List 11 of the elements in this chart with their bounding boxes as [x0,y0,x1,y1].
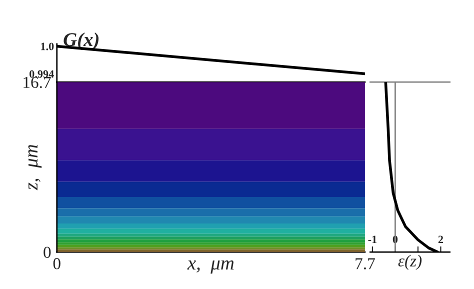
x-tick-label: -1 [368,236,377,244]
y-tick-label: 0 [44,246,51,258]
x-tick-label: 7.7 [356,258,375,270]
x-axis-title: ε(z) [398,254,422,270]
y-axis-title: G(x) [64,32,99,50]
y-tick-label: 1.0 [41,42,54,50]
y-tick-label: 16.7 [24,76,51,88]
x-tick-label: 2 [438,236,444,244]
y-axis-title: z, μm [28,144,42,190]
x-axis-title: x, μm [187,260,234,274]
y-tick-label: 0.994 [30,70,54,78]
